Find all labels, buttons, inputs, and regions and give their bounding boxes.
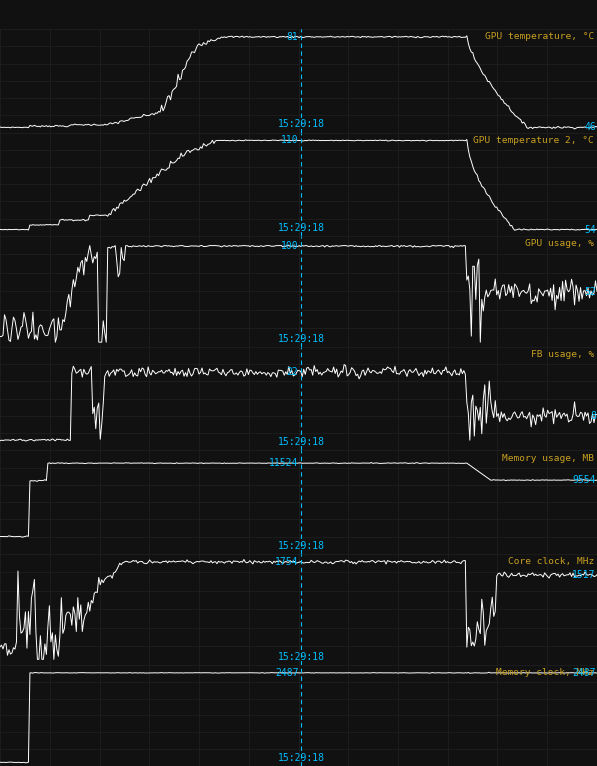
Text: 15:29:18: 15:29:18 (278, 753, 325, 763)
Text: Memory usage, MB: Memory usage, MB (502, 453, 594, 463)
Text: 46: 46 (584, 123, 596, 133)
Text: GPU temperature, °C: GPU temperature, °C (485, 32, 594, 41)
Text: 2487: 2487 (573, 668, 596, 678)
Text: 22: 22 (287, 367, 298, 377)
Text: GPU temperature 2, °C: GPU temperature 2, °C (473, 136, 594, 145)
Text: 15:29:18: 15:29:18 (278, 223, 325, 233)
Text: 2487: 2487 (275, 668, 298, 678)
Text: 52: 52 (584, 287, 596, 297)
Text: 100: 100 (281, 241, 298, 250)
Text: Memory clock, MHz: Memory clock, MHz (496, 668, 594, 677)
Text: 15:29:18: 15:29:18 (278, 334, 325, 344)
Text: 54: 54 (584, 224, 596, 234)
Text: 81: 81 (287, 32, 298, 42)
Text: 15:29:18: 15:29:18 (278, 541, 325, 551)
Text: FB usage, %: FB usage, % (531, 350, 594, 359)
Text: 9554: 9554 (573, 475, 596, 485)
Text: 1754: 1754 (275, 557, 298, 567)
Text: GPU usage, %: GPU usage, % (525, 239, 594, 248)
Text: Core clock, MHz: Core clock, MHz (508, 557, 594, 566)
Text: 1517: 1517 (573, 570, 596, 580)
Text: 11524: 11524 (269, 458, 298, 468)
Text: 15:29:18: 15:29:18 (278, 437, 325, 447)
Text: 8: 8 (590, 411, 596, 421)
Text: 15:29:18: 15:29:18 (278, 652, 325, 662)
Text: 110: 110 (281, 136, 298, 146)
Text: 15:29:18: 15:29:18 (278, 119, 325, 129)
